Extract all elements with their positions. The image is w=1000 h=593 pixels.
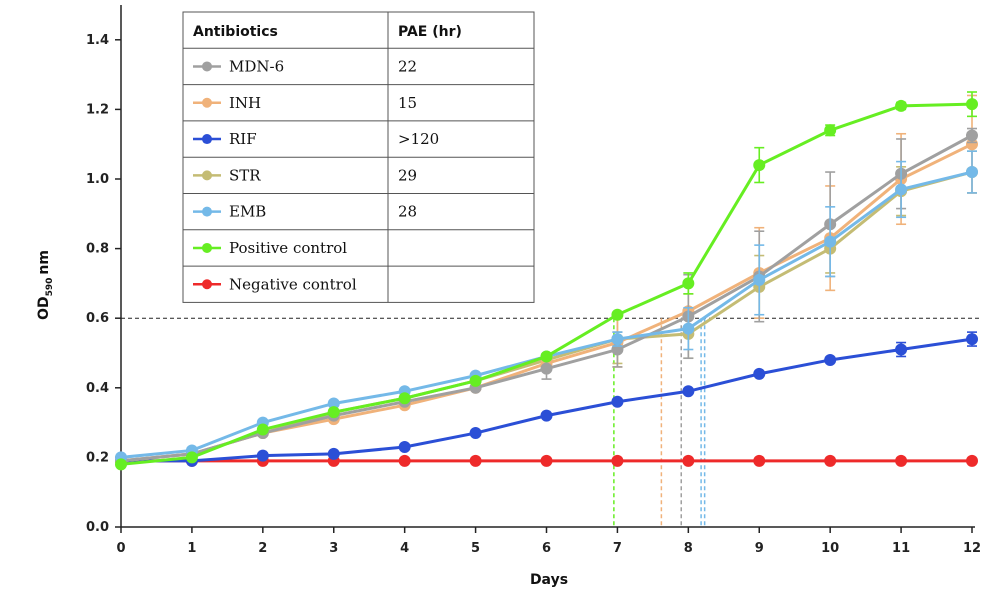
series (115, 91, 978, 471)
data-point (682, 454, 695, 467)
legend-pae-value: 29 (398, 166, 417, 184)
data-point (753, 273, 766, 286)
data-point (966, 166, 978, 179)
data-point (540, 350, 553, 363)
series-positive-control (115, 91, 978, 471)
data-point (398, 454, 411, 467)
data-point (682, 322, 695, 335)
data-point (966, 454, 978, 467)
y-tick-label: 0.6 (86, 311, 109, 326)
legend-swatch-marker (202, 242, 212, 253)
data-point (540, 409, 553, 422)
data-point (256, 423, 269, 436)
data-point (966, 98, 978, 111)
legend-pae-value: 28 (398, 203, 417, 221)
legend-swatch-marker (202, 61, 212, 72)
legend-pae-value: >120 (398, 130, 439, 148)
x-tick-label: 4 (400, 541, 409, 556)
x-tick-label: 9 (755, 541, 764, 556)
data-point (895, 343, 908, 356)
data-point (966, 138, 978, 151)
data-point (469, 374, 482, 387)
data-point (895, 454, 908, 467)
data-point (185, 451, 198, 464)
x-axis-title: Days (530, 572, 568, 588)
legend-swatch-marker (202, 97, 212, 108)
legend-pae-value: 15 (398, 94, 417, 112)
data-point (824, 124, 837, 137)
data-point (966, 333, 978, 346)
y-tick-label: 1.0 (86, 172, 109, 187)
y-axis-title-sub: 590 (45, 278, 55, 297)
data-point (682, 385, 695, 398)
x-tick-label: 0 (116, 541, 125, 556)
legend-label: Negative control (229, 275, 357, 293)
data-point (753, 454, 766, 467)
y-tick-label: 0.4 (86, 381, 109, 396)
x-tick-label: 12 (963, 541, 981, 556)
legend-table: Antibiotics PAE (hr) MDN-6 22 INH 15 RIF >120 ST… (182, 11, 535, 303)
y-axis-title-main: OD (36, 296, 52, 320)
data-point (824, 235, 837, 248)
y-tick-label: 1.4 (86, 33, 109, 48)
legend-header-antibiotics: Antibiotics (193, 24, 278, 40)
legend-label: MDN-6 (229, 57, 284, 75)
y-tick-label: 0.2 (86, 450, 109, 465)
x-tick-label: 1 (187, 541, 196, 556)
x-tick-label: 11 (892, 541, 910, 556)
data-point (753, 159, 766, 172)
data-point (895, 99, 908, 112)
data-point (115, 458, 127, 471)
legend-swatch-marker (202, 134, 212, 145)
y-tick-label: 1.2 (86, 102, 109, 117)
data-point (398, 440, 411, 453)
legend-label: Positive control (229, 239, 347, 257)
x-tick-label: 3 (329, 541, 338, 556)
x-tick-label: 5 (471, 541, 480, 556)
data-point (611, 308, 624, 321)
x-tick-label: 6 (542, 541, 551, 556)
series-rif (115, 331, 978, 467)
legend-header-pae: PAE (hr) (398, 24, 462, 40)
legend-label: INH (229, 94, 261, 112)
data-point (611, 333, 624, 346)
data-point (824, 353, 837, 366)
data-point (540, 454, 553, 467)
data-point (327, 406, 340, 419)
x-tick-label: 7 (613, 541, 622, 556)
data-point (966, 129, 978, 142)
y-ticks: 0.0 0.2 0.4 0.6 0.8 1.0 1.2 1.4 (86, 33, 121, 535)
legend-pae-value: 22 (398, 57, 417, 75)
legend-swatch-marker (202, 170, 212, 181)
data-point (895, 183, 908, 196)
data-point (824, 454, 837, 467)
legend-label: RIF (229, 130, 257, 148)
legend-swatch-marker (202, 279, 212, 290)
x-tick-label: 2 (258, 541, 267, 556)
legend-swatch-marker (202, 206, 212, 217)
legend-label: STR (229, 166, 261, 184)
data-point (398, 392, 411, 405)
y-tick-label: 0.0 (86, 520, 109, 535)
y-tick-label: 0.8 (86, 242, 109, 257)
data-point (682, 277, 695, 290)
data-point (611, 454, 624, 467)
data-point (753, 367, 766, 380)
data-point (540, 362, 553, 375)
x-ticks: 0 1 2 3 4 5 6 7 8 9 10 11 12 (116, 527, 981, 556)
data-point (469, 427, 482, 440)
data-point (611, 395, 624, 408)
x-tick-label: 10 (821, 541, 839, 556)
y-axis-title: OD590 nm (36, 250, 55, 320)
data-point (327, 397, 340, 410)
y-axis-title-unit: nm (36, 250, 52, 275)
svg-text:OD590nm: OD590 nm (36, 250, 55, 320)
legend-label: EMB (229, 203, 266, 221)
data-point (256, 449, 269, 462)
data-point (469, 454, 482, 467)
x-tick-label: 8 (684, 541, 693, 556)
data-point (327, 447, 340, 460)
